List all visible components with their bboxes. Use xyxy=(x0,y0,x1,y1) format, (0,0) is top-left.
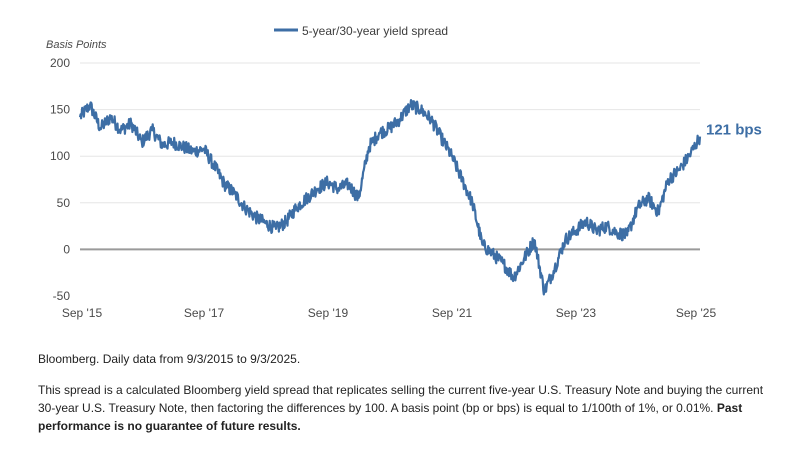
y-tick-label: 0 xyxy=(63,242,70,256)
gridlines xyxy=(80,62,700,204)
y-tick-label: 100 xyxy=(50,149,70,163)
x-tick-label: Sep '23 xyxy=(556,306,597,320)
y-tick-label: 200 xyxy=(50,56,70,70)
series-line xyxy=(78,99,702,296)
y-tick-label: 150 xyxy=(50,103,70,117)
legend-label: 5-year/30-year yield spread xyxy=(302,24,448,38)
x-tick-label: Sep '19 xyxy=(308,306,349,320)
legend: 5-year/30-year yield spread xyxy=(274,24,448,38)
description-note: This spread is a calculated Bloomberg yi… xyxy=(38,381,778,435)
disclaimer-text: Past performance is no guarantee of futu… xyxy=(38,401,743,433)
y-axis-label: Basis Points xyxy=(46,39,107,51)
end-value-label: 121 bps xyxy=(706,122,762,139)
annotations: 121 bps xyxy=(706,122,762,139)
series-lines xyxy=(78,99,702,296)
x-tick-label: Sep '21 xyxy=(432,306,473,320)
y-tick-label: -50 xyxy=(53,289,71,303)
y-tick-labels: 200 150 100 50 0 -50 xyxy=(50,56,70,303)
description-text: This spread is a calculated Bloomberg yi… xyxy=(38,383,764,415)
x-tick-label: Sep '25 xyxy=(676,306,717,320)
x-tick-label: Sep '17 xyxy=(184,306,225,320)
source-note: Bloomberg. Daily data from 9/3/2015 to 9… xyxy=(38,352,301,366)
x-tick-labels: Sep '15 Sep '17 Sep '19 Sep '21 Sep '23 Sep '… xyxy=(62,306,717,320)
y-tick-label: 50 xyxy=(57,196,71,210)
x-tick-label: Sep '15 xyxy=(62,306,103,320)
